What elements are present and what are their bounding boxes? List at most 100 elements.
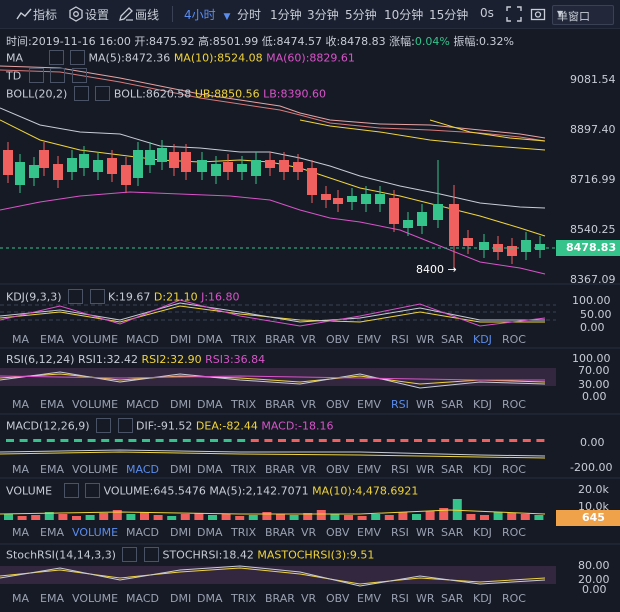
indicator-tab-roc[interactable]: ROC [502,398,526,411]
indicator-tab-sar[interactable]: SAR [441,398,464,411]
indicator-tab-sar[interactable]: SAR [441,526,464,539]
indicator-tab-macd[interactable]: MACD [126,592,159,605]
gear-icon[interactable] [96,418,112,433]
gear-icon[interactable] [122,547,138,562]
gear-icon[interactable] [73,86,89,101]
interval-fenshi[interactable]: 分时 [237,8,262,22]
indicator-tab-ema[interactable]: EMA [40,526,64,539]
window-mode-select[interactable]: 单窗口 ▼ [552,5,614,25]
gear-icon[interactable] [70,50,86,65]
indicator-tab-trix[interactable]: TRIX [231,526,257,539]
indicator-tab-dma[interactable]: DMA [197,526,223,539]
indicator-tab-wr[interactable]: WR [416,398,435,411]
interval-10m[interactable]: 10分钟 [384,8,424,22]
indicator-tab-sar[interactable]: SAR [441,463,464,476]
indicator-tab-emv[interactable]: EMV [357,398,381,411]
indicator-tab-sar[interactable]: SAR [441,333,464,346]
indicator-tab-kdj[interactable]: KDJ [473,526,492,539]
interval-seconds[interactable]: 0s [480,6,494,20]
indicator-tab-sar[interactable]: SAR [441,592,464,605]
interval-15m[interactable]: 15分钟 [429,8,469,22]
indicator-tab-ma[interactable]: MA [12,592,30,605]
indicator-tab-ema[interactable]: EMA [40,463,64,476]
close-icon[interactable] [117,418,133,433]
indicator-tab-brar[interactable]: BRAR [265,333,295,346]
indicator-tab-obv[interactable]: OBV [326,592,350,605]
indicator-tab-vr[interactable]: VR [301,398,317,411]
indicator-tab-ma[interactable]: MA [12,333,30,346]
indicator-tab-rsi[interactable]: RSI [391,398,409,411]
indicator-tab-obv[interactable]: OBV [326,463,350,476]
settings-icon[interactable] [68,6,84,22]
indicator-tab-trix[interactable]: TRIX [231,333,257,346]
indicator-tab-dmi[interactable]: DMI [170,526,192,539]
indicator-tab-dmi[interactable]: DMI [170,592,192,605]
indicator-tab-emv[interactable]: EMV [357,526,381,539]
indicator-tab-brar[interactable]: BRAR [265,592,295,605]
indicator-tab-obv[interactable]: OBV [326,333,350,346]
indicator-tab-brar[interactable]: BRAR [265,526,295,539]
chart-canvas[interactable] [0,29,620,612]
indicator-tab-vr[interactable]: VR [301,526,317,539]
indicator-tab-ma[interactable]: MA [12,398,30,411]
indicator-tab-kdj[interactable]: KDJ [473,592,492,605]
indicator-tab-emv[interactable]: EMV [357,592,381,605]
indicator-tab-ema[interactable]: EMA [40,398,64,411]
indicator-tab-ema[interactable]: EMA [40,592,64,605]
indicator-tab-dma[interactable]: DMA [197,333,223,346]
indicator-tab-volume[interactable]: VOLUME [72,592,119,605]
close-icon[interactable] [85,483,101,498]
indicator-tab-wr[interactable]: WR [416,333,435,346]
indicator-tab-trix[interactable]: TRIX [231,592,257,605]
indicator-tab-brar[interactable]: BRAR [265,398,295,411]
screenshot-icon[interactable] [530,6,546,22]
interval-5m[interactable]: 5分钟 [345,8,377,22]
indicator-tab-ma[interactable]: MA [12,463,30,476]
close-icon[interactable] [71,68,87,83]
indicator-tab-kdj[interactable]: KDJ [473,333,492,346]
indicator-tab-obv[interactable]: OBV [326,526,350,539]
indicator-tab-roc[interactable]: ROC [502,463,526,476]
indicator-tab-vr[interactable]: VR [301,592,317,605]
indicator-tab-volume[interactable]: VOLUME [72,526,119,539]
indicator-tab-dmi[interactable]: DMI [170,333,192,346]
indicator-tab-roc[interactable]: ROC [502,592,526,605]
indicator-tab-dma[interactable]: DMA [197,592,223,605]
indicator-tab-obv[interactable]: OBV [326,398,350,411]
indicator-tab-kdj[interactable]: KDJ [473,398,492,411]
indicator-tab-trix[interactable]: TRIX [231,463,257,476]
indicator-tab-dma[interactable]: DMA [197,463,223,476]
fullscreen-icon[interactable] [506,6,522,22]
indicator-tab-dma[interactable]: DMA [197,398,223,411]
indicator-tab-macd[interactable]: MACD [126,526,159,539]
indicator-tab-wr[interactable]: WR [416,526,435,539]
indicator-tab-rsi[interactable]: RSI [391,333,409,346]
indicator-tab-dmi[interactable]: DMI [170,398,192,411]
indicator-tab-volume[interactable]: VOLUME [72,463,119,476]
indicator-icon[interactable] [16,6,32,22]
indicators-button[interactable]: 指标 [33,8,58,22]
eye-icon[interactable] [28,68,44,83]
indicator-tab-emv[interactable]: EMV [357,463,381,476]
gear-icon[interactable] [68,289,83,304]
indicator-tab-dmi[interactable]: DMI [170,463,192,476]
indicator-tab-macd[interactable]: MACD [126,398,159,411]
indicator-tab-vr[interactable]: VR [301,463,317,476]
gear-icon[interactable] [63,483,79,498]
settings-button[interactable]: 设置 [85,8,110,22]
interval-1m[interactable]: 1分钟 [270,8,302,22]
indicator-tab-rsi[interactable]: RSI [391,463,409,476]
indicator-tab-wr[interactable]: WR [416,592,435,605]
indicator-tab-vr[interactable]: VR [301,333,317,346]
indicator-tab-macd[interactable]: MACD [126,333,159,346]
indicator-tab-kdj[interactable]: KDJ [473,463,492,476]
close-icon[interactable] [143,547,159,562]
indicator-tab-wr[interactable]: WR [416,463,435,476]
interval-selector[interactable]: 4小时 ▼ [184,6,230,23]
indicator-tab-volume[interactable]: VOLUME [72,333,119,346]
indicator-tab-trix[interactable]: TRIX [231,398,257,411]
indicator-tab-emv[interactable]: EMV [357,333,381,346]
pencil-icon[interactable] [118,6,134,22]
eye-icon[interactable] [48,50,64,65]
draw-button[interactable]: 画线 [135,8,160,22]
